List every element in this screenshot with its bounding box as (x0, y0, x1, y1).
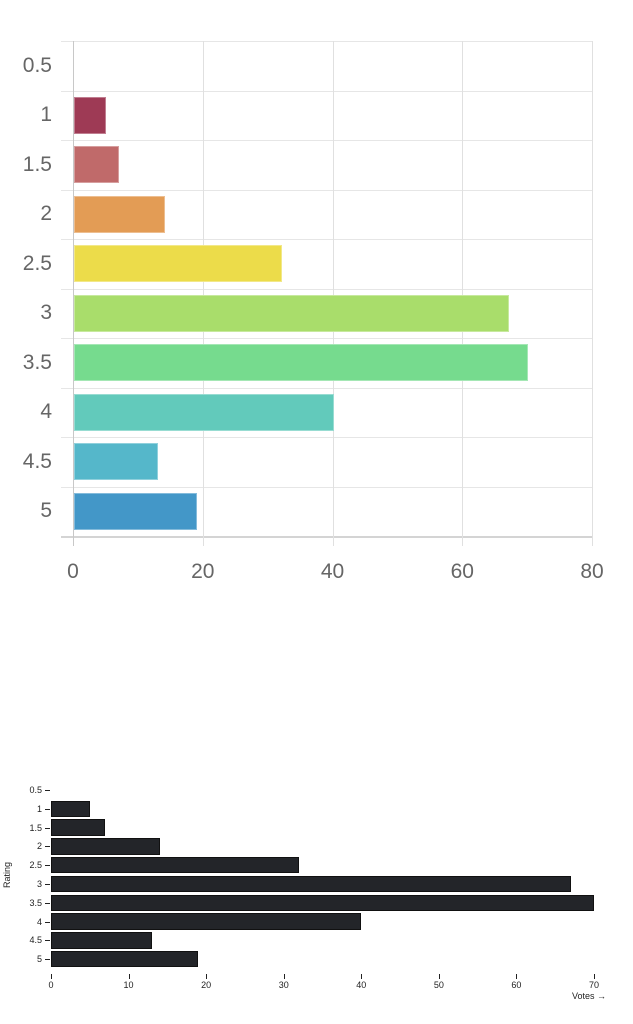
grid-line-horizontal (61, 387, 592, 389)
y-tick-label: 3 (36, 879, 42, 889)
bar (51, 856, 300, 874)
grid-line-horizontal (61, 338, 592, 339)
y-axis-label: Rating (2, 861, 12, 888)
grid-line-horizontal (61, 536, 592, 538)
bar (51, 950, 199, 968)
dark-rating-bar-chart: 0.5 1 1.5 2 2.5 3 3.5 4 4.5 5 Rating 0 10 20 30 40 50 60 7… (0, 770, 633, 1024)
y-tick-label: 2 (36, 841, 42, 852)
bar (51, 894, 594, 912)
grid-line-vertical (332, 41, 334, 546)
colored-rating-bar-chart: 0 20 40 60 80 0.5 1 1.5 2 2.5 3 3.5 4 4.5 5 (22, 41, 604, 583)
y-tick-label: 2 (40, 202, 52, 226)
y-tick-mark (45, 884, 50, 885)
grid-line-horizontal (61, 41, 592, 42)
grid-line-vertical (462, 41, 464, 546)
bar (51, 819, 106, 836)
y-tick-label: 5 (36, 954, 42, 965)
x-tick-label: 70 (588, 980, 599, 990)
grid-line-horizontal (61, 239, 592, 240)
y-tick-mark (45, 940, 50, 942)
bar (74, 492, 198, 530)
y-tick-label: 0.5 (29, 785, 42, 795)
grid-line-horizontal (61, 90, 592, 92)
grid-line-horizontal (61, 140, 592, 141)
y-tick-mark (45, 846, 50, 848)
y-tick-mark (45, 902, 50, 904)
bar (51, 932, 152, 949)
bar (74, 443, 159, 481)
y-tick-mark (45, 921, 50, 923)
x-tick-mark (283, 974, 285, 979)
y-tick-mark (45, 808, 50, 810)
y-tick-label: 2.5 (29, 860, 42, 871)
x-tick-mark (438, 974, 440, 979)
grid-line-vertical (592, 41, 593, 546)
x-tick-label: 0 (67, 560, 79, 583)
y-tick-label: 3 (40, 301, 52, 325)
x-tick-label: 20 (191, 560, 215, 583)
x-tick-mark (361, 974, 363, 979)
y-tick-label: 5 (40, 499, 52, 523)
bar (51, 838, 160, 855)
y-tick-label: 1.5 (29, 822, 42, 833)
bar (51, 800, 90, 818)
grid-line-vertical (202, 41, 204, 546)
y-tick-mark (45, 959, 50, 961)
y-tick-label: 4 (40, 400, 52, 424)
x-tick-label: 30 (278, 980, 289, 990)
y-tick-mark (45, 790, 50, 791)
y-tick-label: 3.5 (29, 897, 42, 908)
x-tick-mark (516, 974, 518, 979)
y-tick-mark (45, 827, 50, 829)
y-tick-label: 4.5 (22, 449, 52, 473)
y-tick-label: 2.5 (22, 251, 52, 275)
x-tick-label: 80 (580, 560, 604, 583)
grid-line-horizontal (61, 437, 592, 438)
bar (74, 393, 334, 431)
bar (74, 146, 120, 184)
y-tick-label: 4 (36, 916, 42, 927)
y-tick-label: 1 (40, 103, 52, 127)
x-tick-label: 0 (48, 980, 54, 990)
x-tick-label: 40 (356, 980, 367, 990)
bar (74, 294, 509, 332)
y-tick-label: 0.5 (22, 53, 52, 77)
x-tick-mark (594, 974, 595, 979)
x-tick-label: 40 (320, 560, 345, 583)
bar (74, 195, 165, 233)
y-tick-mark (45, 865, 50, 867)
grid-line-horizontal (61, 486, 592, 488)
x-tick-label: 50 (433, 980, 444, 990)
x-tick-label: 60 (511, 980, 522, 990)
x-tick-label: 10 (123, 980, 134, 990)
bar (74, 245, 282, 283)
y-tick-label: 3.5 (22, 350, 52, 374)
x-tick-label: 20 (201, 980, 212, 990)
bar (51, 875, 571, 893)
x-tick-mark (206, 974, 208, 979)
bar (74, 344, 529, 382)
x-axis-label: Votes → (572, 991, 607, 1001)
y-tick-label: 1 (36, 803, 42, 814)
grid-line-horizontal (61, 189, 592, 191)
grid-line-vertical (73, 41, 74, 546)
grid-line-horizontal (61, 288, 592, 290)
bar (74, 96, 107, 134)
x-tick-label: 60 (450, 560, 474, 583)
x-tick-mark (128, 974, 130, 979)
y-tick-label: 1.5 (22, 152, 52, 176)
y-tick-label: 4.5 (29, 935, 42, 946)
x-tick-mark (51, 974, 52, 979)
bar (51, 913, 362, 930)
